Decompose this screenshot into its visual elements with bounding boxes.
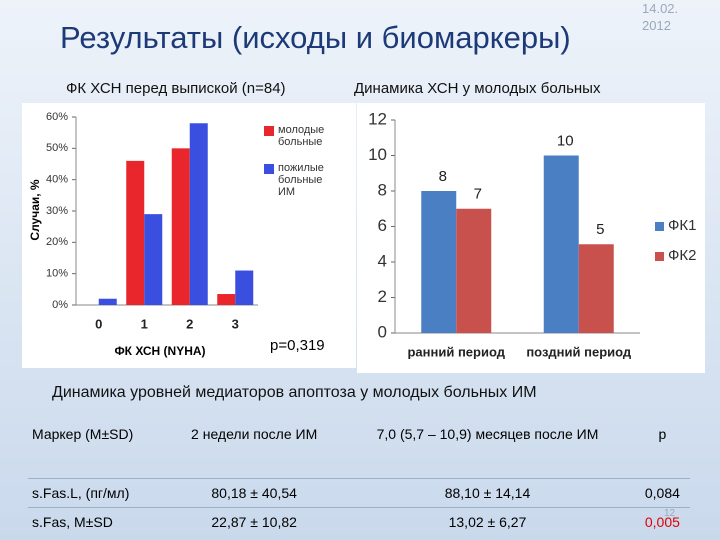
y-tick-label: 30% [46,205,68,217]
y-tick-label: 40% [46,174,68,186]
cell: s.Fas.L, (пг/мл) [28,478,169,508]
x-axis-label: ФК ХСН (NYHA) [114,344,205,358]
data-label: 10 [557,132,574,149]
legend-swatch [655,252,664,261]
cell: 88,10 ± 14,14 [340,478,635,508]
legend-label: молодые больные [278,124,325,148]
annotation: p=0,319 [270,337,325,354]
bar [235,270,254,305]
y-tick-label: 0% [52,299,68,311]
header-cell: р [658,426,667,442]
bar [456,208,492,333]
x-tick-label: 3 [232,316,239,331]
legend-label: пожилые больные ИМ [278,162,324,198]
x-tick-label: ранний период [407,344,505,359]
bar [126,160,145,305]
cell: s.Fas, M±SD [28,507,169,536]
header-cell: Маркер (M±SD) [32,426,134,442]
y-axis-label: Случаи, % [28,179,42,240]
slide-title: Результаты (исходы и биомаркеры) [60,20,571,55]
x-tick-label: поздний период [526,344,632,359]
y-tick-label: 6 [378,216,387,235]
x-tick-label: 1 [141,316,148,331]
cell: 13,02 ± 6,27 [340,507,635,536]
legend-label: ФК2 [668,247,697,264]
page-number: 12 [664,508,676,519]
cell: 0,084 [634,478,690,508]
x-tick-label: 0 [95,316,102,331]
bar [421,191,457,333]
header-cell: 7,0 (5,7 – 10,9) месяцев после ИМ [376,426,599,442]
y-tick-label: 12 [368,109,387,128]
bar [217,294,236,305]
table-title: Динамика уровней медиаторов апоптоза у м… [52,384,537,401]
legend-swatch [655,222,664,231]
y-tick-label: 50% [46,142,68,154]
chart-title: ФК ХСН перед выпиской (n=84) [66,80,286,97]
bar [144,214,163,305]
table-header-row: Маркер (M±SD) 2 недели после ИМ 7,0 (5,7 –… [28,420,690,479]
bar [578,244,614,333]
y-tick-label: 60% [46,111,68,123]
y-tick-label: 10 [368,145,387,164]
date: 14.02.2012 [642,1,679,33]
chart-title: Динамика ХСН у молодых больных [354,80,601,97]
chart-panel [357,103,705,373]
data-label: 5 [596,221,604,238]
bar [543,155,579,333]
y-tick-label: 8 [378,180,387,199]
table-row: s.Fas, M±SD 22,87 ± 10,82 13,02 ± 6,27 0,00… [28,507,690,536]
legend-swatch [264,126,274,136]
bar [171,148,190,305]
cell: 22,87 ± 10,82 [168,507,341,536]
header-cell: 2 недели после ИМ [191,426,318,442]
y-tick-label: 0 [378,322,387,341]
data-label: 7 [474,186,482,203]
cell: 80,18 ± 40,54 [168,478,341,508]
y-tick-label: 2 [378,287,387,306]
bar [98,298,117,305]
data-label: 8 [439,168,447,185]
y-tick-label: 4 [378,251,387,270]
legend-label: ФК1 [668,217,697,234]
table: Маркер (M±SD) 2 недели после ИМ 7,0 (5,7 –… [28,420,690,536]
y-tick-label: 10% [46,268,68,280]
cell: 0,005 [634,507,690,536]
y-tick-label: 20% [46,236,68,248]
legend-swatch [264,164,274,174]
bar [189,123,208,306]
x-tick-label: 2 [186,316,193,331]
table-row: s.Fas.L, (пг/мл) 80,18 ± 40,54 88,10 ± 14,… [28,478,690,508]
